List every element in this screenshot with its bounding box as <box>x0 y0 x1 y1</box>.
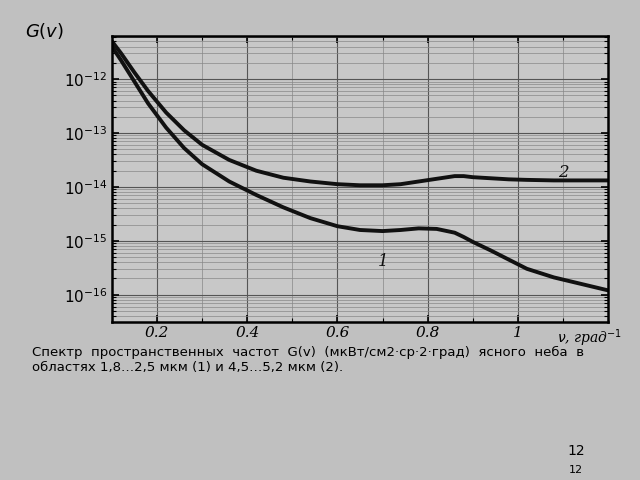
Text: 12: 12 <box>569 466 583 475</box>
Text: 12: 12 <box>567 444 585 458</box>
Text: $\mathit{\nu}$, град$^{-1}$: $\mathit{\nu}$, град$^{-1}$ <box>557 327 622 349</box>
Text: Спектр  пространственных  частот  G(v)  (мкВт/см2·ср·2·град)  ясного  неба  в
об: Спектр пространственных частот G(v) (мкВ… <box>32 346 584 373</box>
Text: 1: 1 <box>378 253 388 270</box>
Text: $\mathit{G(v)}$: $\mathit{G(v)}$ <box>25 21 65 41</box>
Text: 2: 2 <box>559 164 569 181</box>
